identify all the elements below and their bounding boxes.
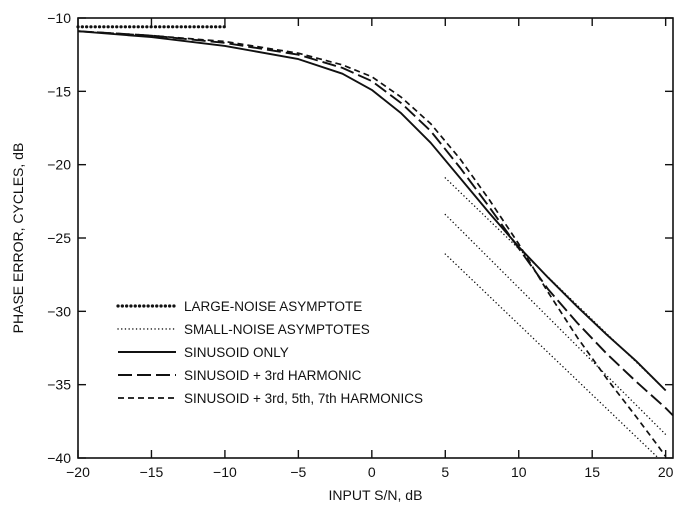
legend-label: SINUSOID + 3rd, 5th, 7th HARMONICS: [184, 391, 423, 406]
x-tick-label: 5: [441, 464, 449, 480]
y-axis-title: PHASE ERROR, CYCLES, dB: [10, 143, 26, 334]
plot-frame: [77, 17, 674, 459]
y-tick-label: −40: [47, 450, 71, 466]
x-tick-label: −20: [66, 464, 90, 480]
y-tick-label: −10: [47, 10, 71, 26]
x-tick-label: 20: [658, 464, 674, 480]
y-tick-label: −20: [47, 157, 71, 173]
plot-lines: [76, 25, 674, 459]
series-line: [77, 30, 674, 417]
series-line: [77, 30, 667, 457]
x-axis-title: INPUT S/N, dB: [329, 487, 423, 503]
series-line: [444, 213, 667, 436]
legend-label: SINUSOID ONLY: [184, 345, 289, 360]
y-tick-label: −15: [47, 83, 71, 99]
legend-label: SINUSOID + 3rd HARMONIC: [184, 368, 362, 383]
y-tick-label: −25: [47, 230, 71, 246]
x-tick-label: 15: [584, 464, 600, 480]
x-tick-label: −15: [140, 464, 164, 480]
x-tick-label: −5: [290, 464, 306, 480]
legend-label: SMALL-NOISE ASYMPTOTES: [184, 322, 370, 337]
x-axis-ticks: −20 −15 −10 −5 0 5 10 15 20: [66, 18, 674, 480]
series-line: [444, 253, 659, 459]
x-tick-label: −10: [213, 464, 237, 480]
x-tick-label: 10: [511, 464, 527, 480]
y-tick-label: −35: [47, 377, 71, 393]
x-tick-label: 0: [368, 464, 376, 480]
legend: LARGE-NOISE ASYMPTOTE SMALL-NOISE ASYMPTO…: [116, 299, 423, 406]
series-line: [77, 30, 667, 392]
y-tick-label: −30: [47, 303, 71, 319]
legend-label: LARGE-NOISE ASYMPTOTE: [184, 299, 362, 314]
